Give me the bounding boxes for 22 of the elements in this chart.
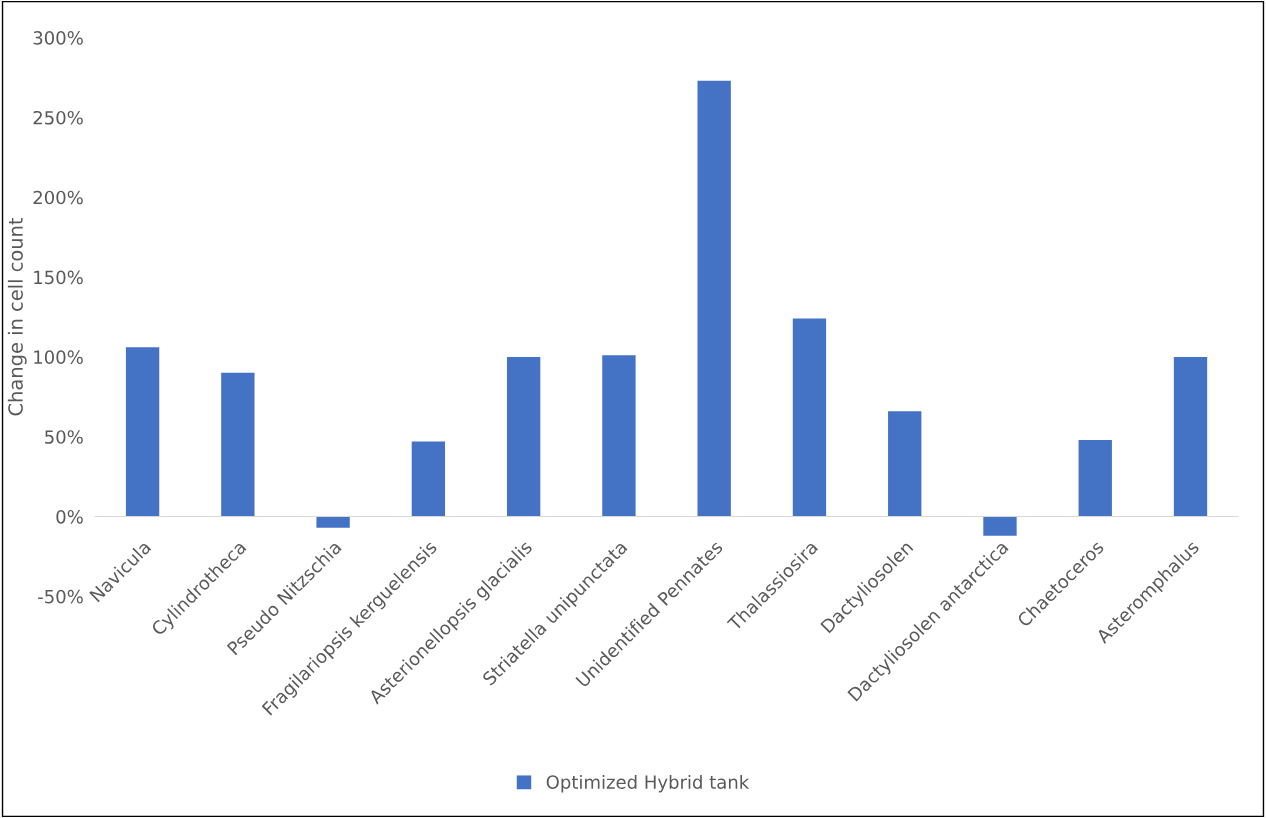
bar <box>125 347 160 517</box>
bar <box>697 80 731 517</box>
bar <box>602 355 636 517</box>
y-tick-label: 200% <box>33 190 83 205</box>
y-tick-label: -50% <box>38 589 83 604</box>
bar <box>221 372 255 517</box>
y-axis-title: Change in cell count <box>7 217 27 416</box>
y-tick-label: 150% <box>34 270 83 285</box>
bar <box>1078 439 1112 517</box>
bar <box>792 318 827 517</box>
y-tick-label: 50% <box>45 430 83 444</box>
bar <box>1173 356 1208 517</box>
y-tick-label: 100% <box>34 350 83 364</box>
legend-label: Optimized Hybrid tank <box>546 774 750 793</box>
y-tick-label: 300% <box>33 31 83 45</box>
bar <box>888 411 922 517</box>
bar <box>983 516 1017 536</box>
bar <box>316 516 350 528</box>
y-tick-label: 0% <box>56 509 83 524</box>
bar <box>411 441 446 517</box>
bar <box>506 356 541 517</box>
y-tick-label: 250% <box>33 110 83 125</box>
